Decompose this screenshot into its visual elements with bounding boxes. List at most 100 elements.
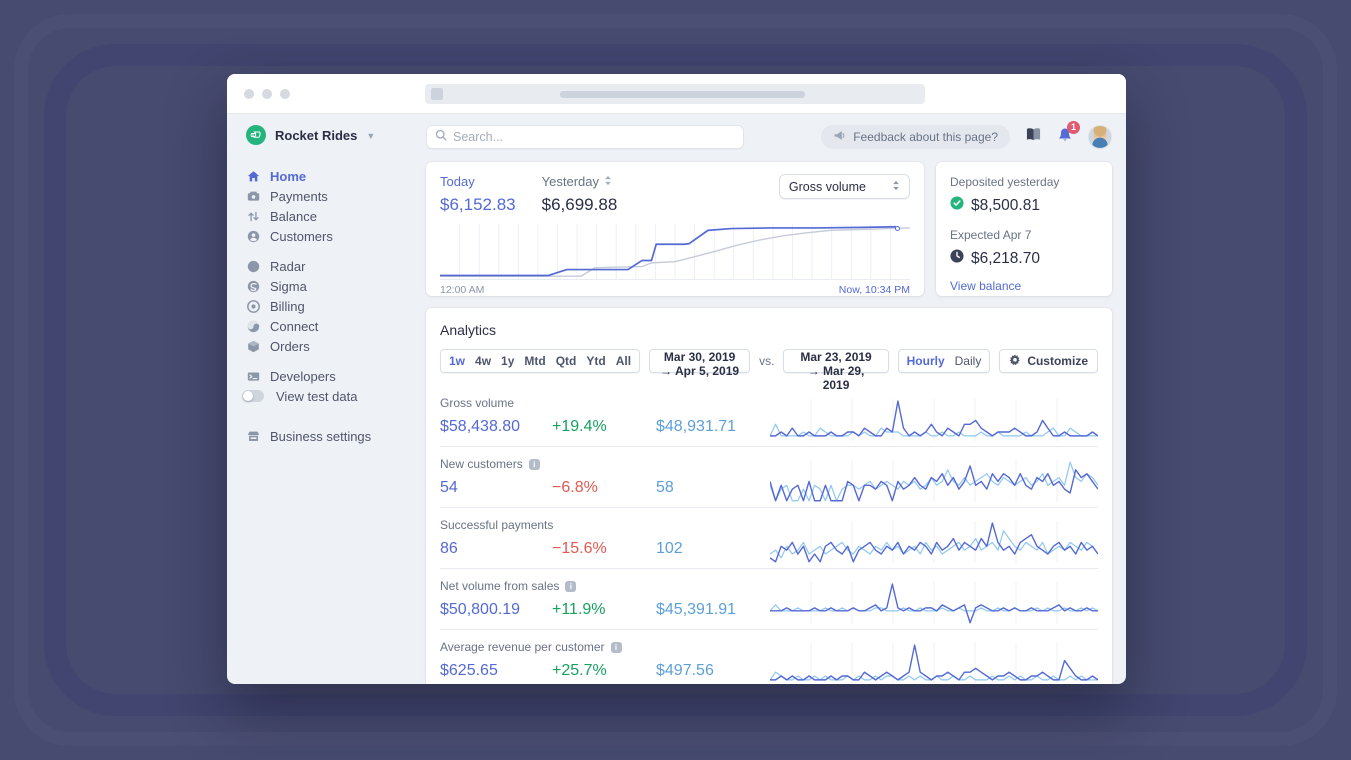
metric-label: Average revenue per customer: [440, 640, 605, 654]
current-range-button[interactable]: Mar 30, 2019 → Apr 5, 2019: [649, 349, 751, 378]
deposits-card: Deposited yesterday $8,500.81 Expected A…: [936, 162, 1112, 296]
sidebar-item-payments[interactable]: Payments: [246, 186, 424, 206]
deposited-value: $8,500.81: [971, 196, 1040, 214]
billing-icon: [246, 299, 260, 313]
feedback-button[interactable]: Feedback about this page?: [821, 125, 1010, 149]
clock-icon: [950, 249, 964, 268]
docs-book-icon[interactable]: [1025, 127, 1042, 147]
range-option-ytd[interactable]: Ytd: [586, 354, 606, 368]
window-controls[interactable]: [244, 89, 290, 99]
sidebar-item-customers[interactable]: Customers: [246, 226, 424, 246]
account-switcher[interactable]: Rocket Rides ▼: [246, 125, 424, 145]
chevron-down-icon: ▼: [366, 131, 376, 141]
metric-row-gross-volume[interactable]: Gross volume $58,438.80 +19.4% $48,931.7…: [440, 386, 1098, 446]
metric-previous-value: 58: [656, 479, 674, 496]
select-chevrons-icon: [892, 180, 900, 194]
window-maximize-button[interactable]: [280, 89, 290, 99]
granularity-hourly[interactable]: Hourly: [906, 354, 945, 368]
metric-value: 86: [440, 540, 458, 557]
sidebar-item-balance[interactable]: Balance: [246, 206, 424, 226]
range-option-1w[interactable]: 1w: [449, 354, 466, 368]
sidebar-item-label: View test data: [276, 388, 358, 404]
account-name: Rocket Rides: [275, 127, 358, 143]
app-body: Rocket Rides ▼ Home Payments Balance: [227, 114, 1126, 684]
metric-value: $625.65: [440, 662, 498, 679]
sidebar-item-business-settings[interactable]: Business settings: [246, 426, 424, 446]
today-label: Today: [440, 174, 475, 189]
search-input[interactable]: [453, 130, 735, 144]
rocket-rides-logo-icon: [246, 125, 266, 145]
balance-arrows-icon: [246, 210, 260, 223]
metric-row-new-customers[interactable]: New customers i 54 −6.8% 58: [440, 446, 1098, 507]
granularity-daily[interactable]: Daily: [954, 354, 982, 368]
previous-range-button[interactable]: Mar 23, 2019 → Mar 29, 2019: [783, 349, 889, 392]
overview-chart-card: Today $6,152.83 Yesterday $6,699.88 Gros…: [426, 162, 924, 296]
range-option-1y[interactable]: 1y: [501, 354, 515, 368]
topbar: Feedback about this page? 1: [426, 120, 1112, 150]
expected-label: Expected Apr 7: [950, 228, 1032, 242]
metric-sparkline: [770, 643, 1098, 684]
comparison-sort-icon[interactable]: [604, 174, 612, 189]
sidebar-item-label: Business settings: [270, 428, 372, 444]
sidebar-item-orders[interactable]: Orders: [246, 336, 424, 356]
analytics-filters: 1w 4w 1y Mtd Qtd Ytd All Mar 30, 2019 → …: [440, 349, 1098, 392]
sidebar-item-label: Home: [270, 168, 307, 184]
metric-previous-value: $497.56: [656, 662, 714, 679]
metric-sparkline: [770, 399, 1098, 441]
today-metric[interactable]: Today $6,152.83: [440, 174, 516, 215]
sidebar-item-label: Balance: [270, 208, 317, 224]
main-content: Feedback about this page? 1 Today: [424, 114, 1126, 684]
sidebar-item-label: Sigma: [270, 278, 307, 294]
url-placeholder-bar: [560, 91, 805, 98]
notification-badge: 1: [1067, 120, 1080, 134]
sidebar-item-developers[interactable]: Developers: [246, 366, 424, 386]
notifications-bell[interactable]: 1: [1057, 120, 1080, 148]
info-icon[interactable]: i: [610, 641, 622, 653]
sidebar-item-sigma[interactable]: Sigma: [246, 276, 424, 296]
overview-metric-select[interactable]: Gross volume: [778, 174, 910, 199]
sidebar-item-view-test-data[interactable]: View test data: [242, 386, 424, 406]
check-circle-icon: [950, 196, 964, 215]
sidebar-item-label: Billing: [270, 298, 305, 314]
sigma-icon: [246, 280, 260, 293]
metric-label: New customers: [440, 457, 523, 471]
range-option-all[interactable]: All: [615, 354, 632, 368]
metric-delta: +25.7%: [552, 662, 607, 679]
range-option-4w[interactable]: 4w: [475, 354, 492, 368]
metric-row-successful-payments[interactable]: Successful payments 86 −15.6% 102: [440, 507, 1098, 568]
customize-button[interactable]: Customize: [999, 349, 1098, 373]
yesterday-label: Yesterday: [541, 174, 599, 189]
sidebar-item-billing[interactable]: Billing: [246, 296, 424, 316]
user-avatar[interactable]: [1088, 125, 1112, 149]
connect-icon: [246, 320, 260, 333]
range-preset-group: 1w 4w 1y Mtd Qtd Ytd All: [440, 349, 641, 373]
sidebar-item-home[interactable]: Home: [246, 166, 424, 186]
view-balance-link[interactable]: View balance: [950, 279, 1022, 293]
sidebar-item-connect[interactable]: Connect: [246, 316, 424, 336]
window-close-button[interactable]: [244, 89, 254, 99]
metric-previous-value: $45,391.91: [656, 601, 737, 618]
window-chrome: [227, 74, 1126, 114]
range-option-qtd[interactable]: Qtd: [555, 354, 577, 368]
chart-current-point-dot: [894, 226, 900, 231]
overview-line-chart: [440, 224, 910, 280]
metric-label: Gross volume: [440, 396, 515, 410]
metric-row-average-revenue[interactable]: Average revenue per customer i $625.65 +2…: [440, 629, 1098, 684]
search-box[interactable]: [426, 125, 744, 149]
metric-sparkline: [770, 582, 1098, 624]
megaphone-icon: [833, 130, 846, 144]
metric-previous-value: 102: [656, 540, 683, 557]
sidebar-item-label: Connect: [270, 318, 319, 334]
sidebar-item-radar[interactable]: Radar: [246, 256, 424, 276]
test-data-toggle[interactable]: [242, 390, 264, 402]
metric-row-net-volume[interactable]: Net volume from sales i $50,800.19 +11.9%…: [440, 568, 1098, 629]
feedback-label: Feedback about this page?: [853, 130, 998, 144]
info-icon[interactable]: i: [528, 458, 540, 470]
yesterday-metric[interactable]: Yesterday $6,699.88: [542, 174, 618, 215]
range-option-mtd[interactable]: Mtd: [524, 354, 546, 368]
yesterday-value: $6,699.88: [541, 195, 618, 214]
gear-icon: [1009, 353, 1021, 369]
info-icon[interactable]: i: [565, 580, 577, 592]
address-bar[interactable]: [425, 84, 925, 104]
window-minimize-button[interactable]: [262, 89, 272, 99]
